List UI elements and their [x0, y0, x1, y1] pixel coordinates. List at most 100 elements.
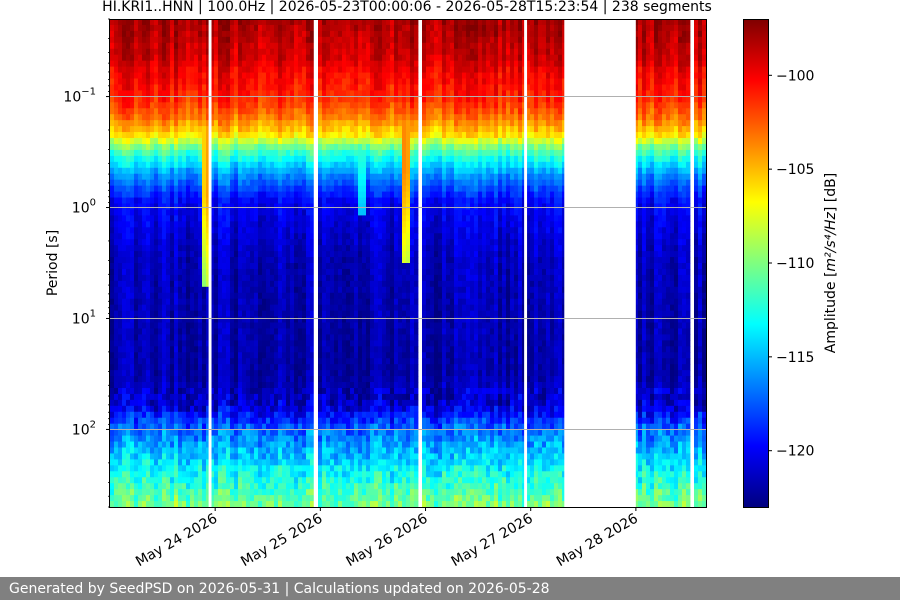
heatmap-cell — [246, 281, 250, 287]
heatmap-cell — [114, 340, 118, 346]
heatmap-cell — [274, 489, 278, 495]
heatmap-cell — [202, 245, 206, 251]
heatmap-cell — [262, 287, 266, 293]
heatmap-cell — [134, 328, 138, 334]
heatmap-cell — [154, 180, 158, 186]
heatmap-cell — [182, 192, 186, 198]
heatmap-cell — [114, 263, 118, 269]
heatmap-cell — [162, 73, 166, 79]
heatmap-cell — [354, 442, 358, 448]
heatmap-cell — [162, 287, 166, 293]
heatmap-cell — [222, 317, 226, 323]
heatmap-cell — [350, 186, 354, 192]
heatmap-cell — [278, 305, 282, 311]
heatmap-cell — [114, 275, 118, 281]
heatmap-cell — [258, 239, 262, 245]
heatmap-cell — [262, 49, 266, 55]
heatmap-cell — [234, 198, 238, 204]
heatmap-cell — [274, 251, 278, 257]
heatmap-cell — [170, 221, 174, 227]
heatmap-cell — [330, 215, 334, 221]
heatmap-cell — [334, 233, 338, 239]
heatmap-cell — [330, 31, 334, 37]
heatmap-cell — [346, 257, 350, 263]
heatmap-cell — [150, 192, 154, 198]
heatmap-cell — [238, 263, 242, 269]
heatmap-cell — [342, 192, 346, 198]
heatmap-cell — [226, 79, 230, 85]
heatmap-cell — [182, 287, 186, 293]
heatmap-cell — [110, 328, 114, 334]
heatmap-cell — [230, 102, 234, 108]
heatmap-cell — [290, 370, 294, 376]
heatmap-cell — [266, 31, 270, 37]
heatmap-cell — [134, 49, 138, 55]
heatmap-cell — [254, 430, 258, 436]
heatmap-cell — [166, 251, 170, 257]
heatmap-cell — [186, 114, 190, 120]
heatmap-cell — [318, 90, 322, 96]
heatmap-cell — [254, 346, 258, 352]
heatmap-cell — [342, 221, 346, 227]
heatmap-cell — [278, 132, 282, 138]
heatmap-cell — [230, 346, 234, 352]
heatmap-cell — [226, 168, 230, 174]
heatmap-cell — [278, 406, 282, 412]
heatmap-cell — [282, 90, 286, 96]
heatmap-cell — [110, 495, 114, 501]
heatmap-cell — [138, 108, 142, 114]
heatmap-cell — [186, 186, 190, 192]
heatmap-cell — [218, 174, 222, 180]
heatmap-cell — [262, 25, 266, 31]
heatmap-cell — [322, 251, 326, 257]
heatmap-cell — [130, 102, 134, 108]
heatmap-cell — [162, 465, 166, 471]
heatmap-cell — [162, 96, 166, 102]
heatmap-cell — [166, 168, 170, 174]
heatmap-cell — [130, 49, 134, 55]
heatmap-cell — [290, 394, 294, 400]
heatmap-cell — [202, 412, 206, 418]
heatmap-cell — [310, 269, 314, 275]
heatmap-cell — [282, 180, 286, 186]
heatmap-cell — [310, 43, 314, 49]
heatmap-cell — [154, 90, 158, 96]
heatmap-cell — [230, 442, 234, 448]
heatmap-cell — [150, 25, 154, 31]
heatmap-cell — [130, 430, 134, 436]
heatmap-cell — [282, 311, 286, 317]
heatmap-cell — [142, 31, 146, 37]
heatmap-cell — [170, 174, 174, 180]
heatmap-cell — [334, 156, 338, 162]
heatmap-cell — [190, 364, 194, 370]
heatmap-cell — [230, 263, 234, 269]
heatmap-cell — [190, 287, 194, 293]
heatmap-cell — [306, 406, 310, 412]
heatmap-cell — [154, 495, 158, 501]
heatmap-cell — [222, 203, 226, 209]
heatmap-cell — [250, 382, 254, 388]
heatmap-cell — [306, 90, 310, 96]
heatmap-cell — [178, 418, 182, 424]
heatmap-cell — [246, 245, 250, 251]
heatmap-cell — [310, 406, 314, 412]
heatmap-cell — [202, 31, 206, 37]
heatmap-cell — [186, 31, 190, 37]
heatmap-cell — [230, 186, 234, 192]
heatmap-cell — [122, 477, 126, 483]
heatmap-cell — [118, 55, 122, 61]
heatmap-cell — [326, 251, 330, 257]
heatmap-cell — [138, 323, 142, 329]
heatmap-cell — [146, 227, 150, 233]
heatmap-cell — [310, 144, 314, 150]
heatmap-cell — [310, 483, 314, 489]
heatmap-cell — [262, 132, 266, 138]
heatmap-cell — [142, 358, 146, 364]
heatmap-cell — [246, 489, 250, 495]
heatmap-cell — [158, 61, 162, 67]
heatmap-cell — [154, 382, 158, 388]
heatmap-cell — [134, 215, 138, 221]
heatmap-cell — [178, 174, 182, 180]
heatmap-cell — [274, 340, 278, 346]
heatmap-cell — [274, 412, 278, 418]
